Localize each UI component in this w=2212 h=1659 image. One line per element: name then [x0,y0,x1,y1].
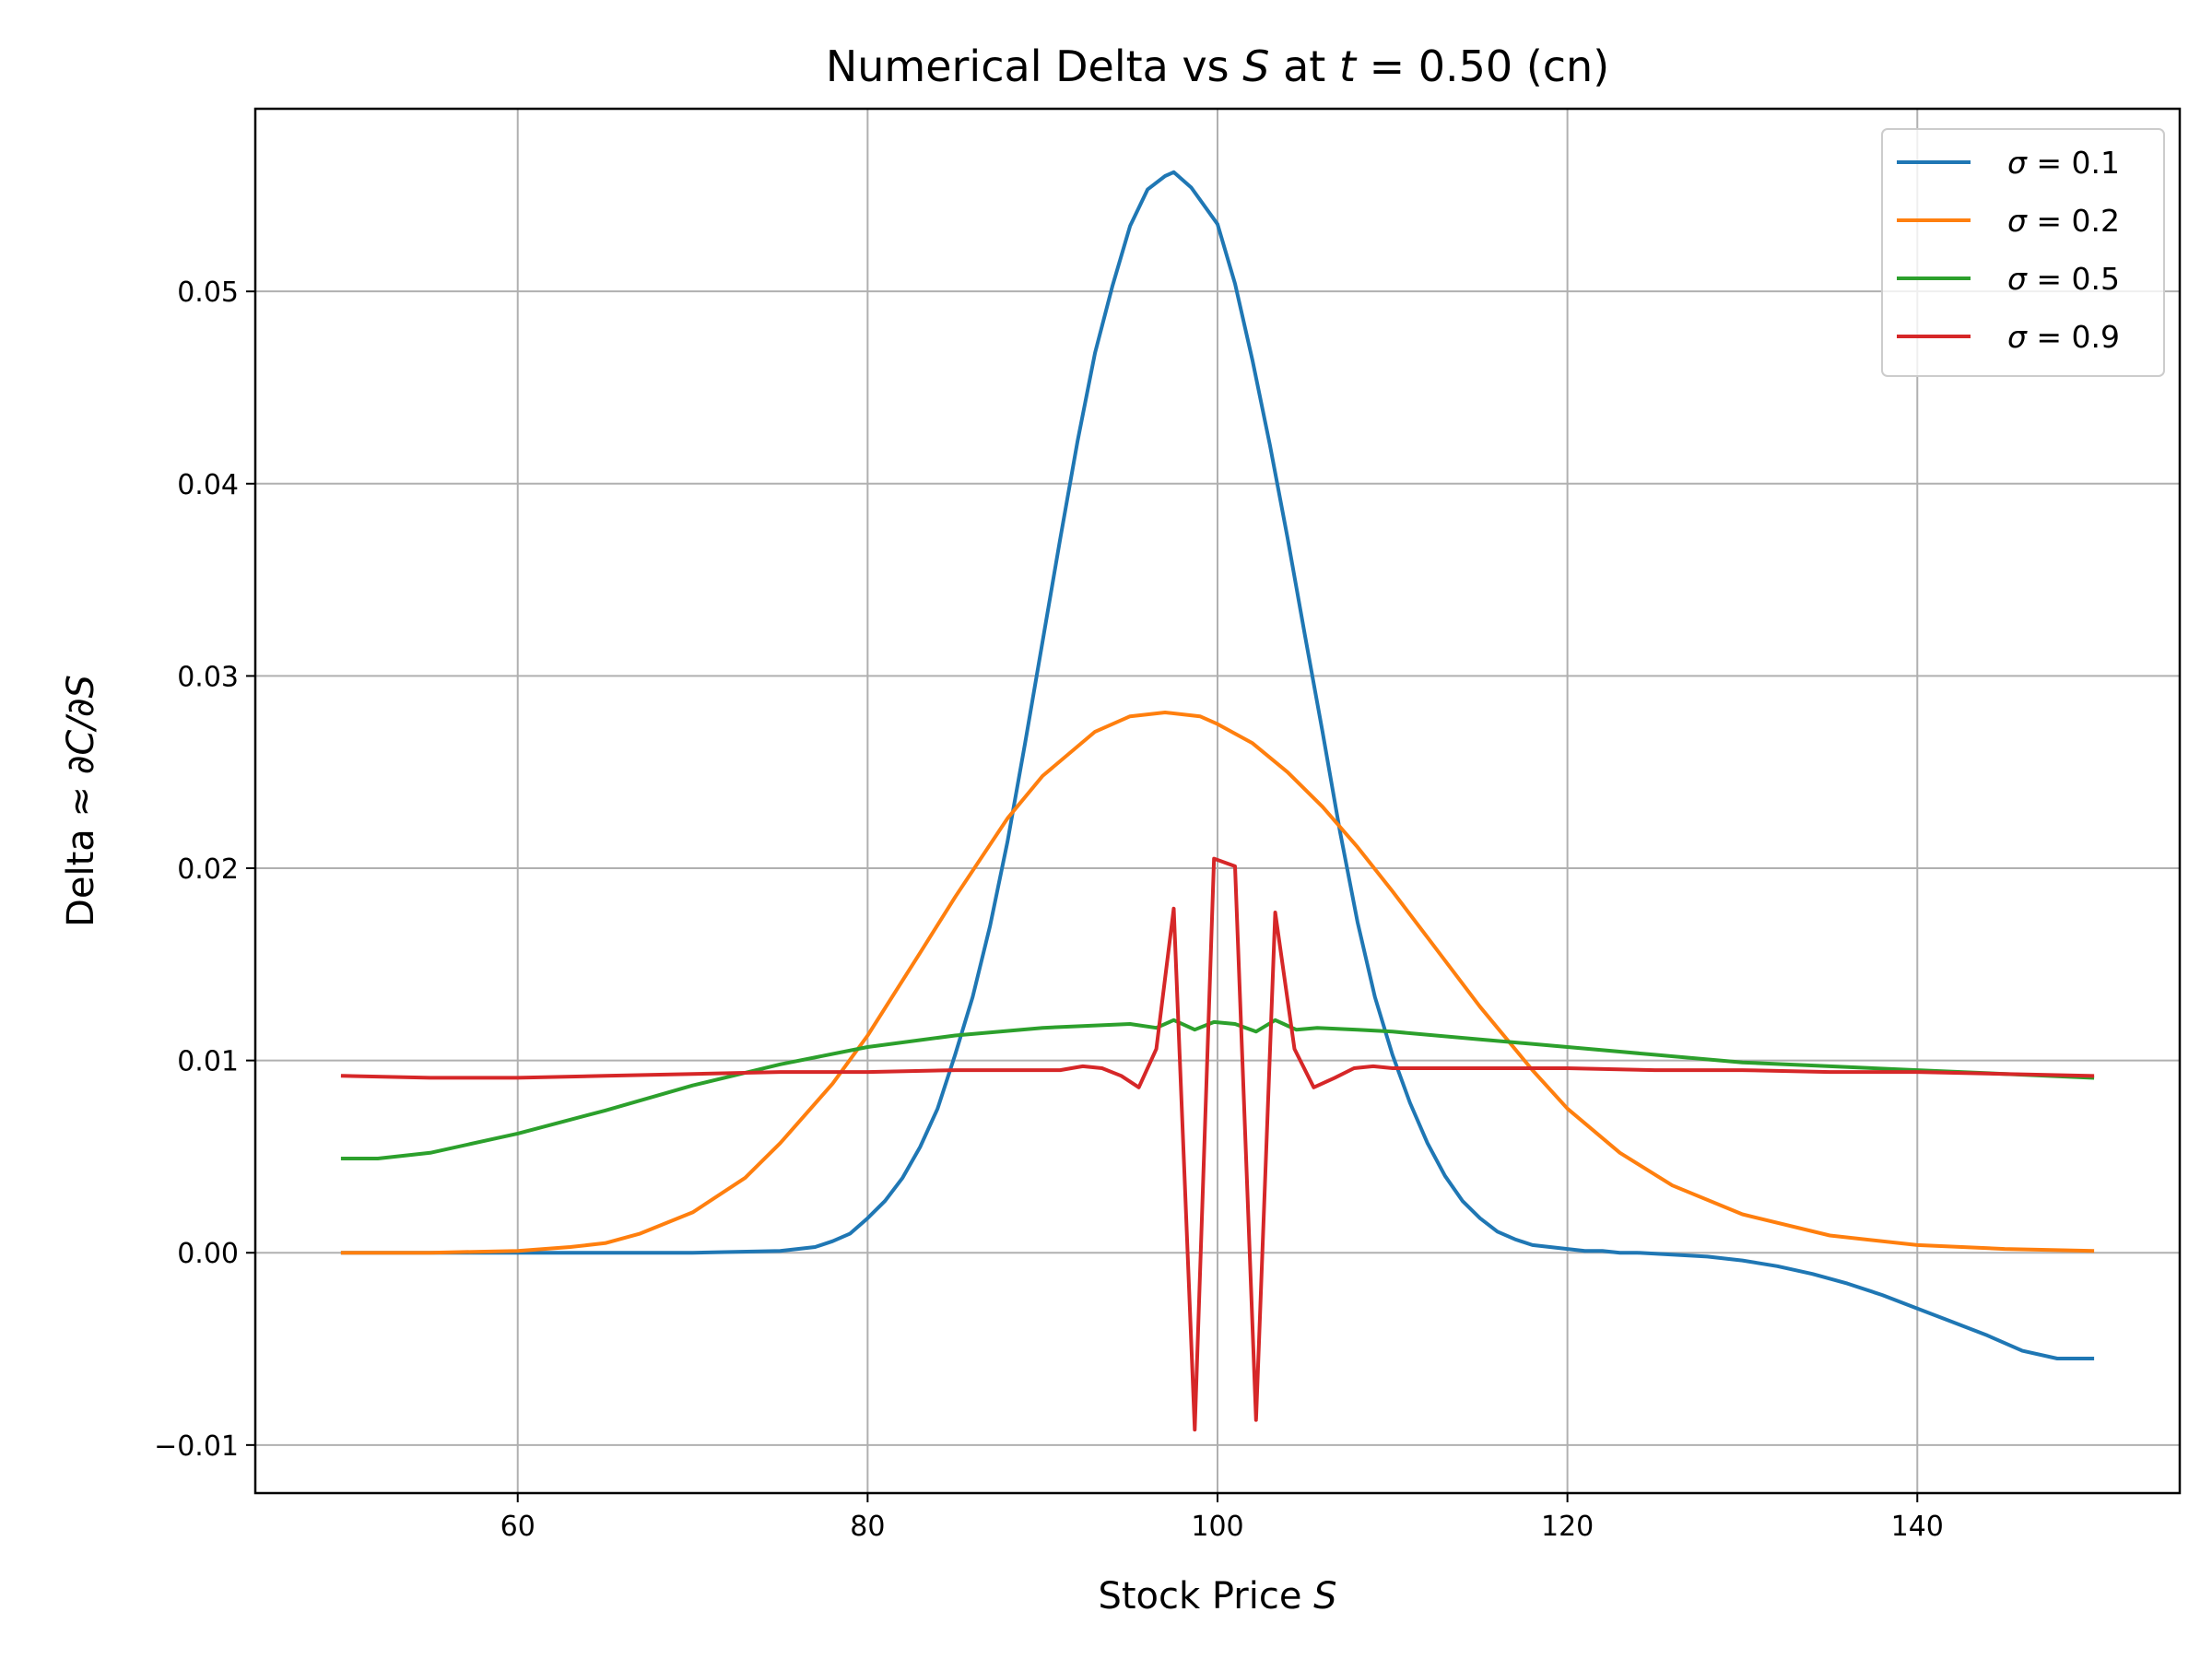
axis-ticks: 60 80 100 120 140 −0.01 0.00 0.01 0.02 0.03 0.04 0.… [154,276,1944,1543]
title-t: t [1339,41,1358,91]
y-tick-label: 0.01 [177,1046,239,1078]
legend-sigma-symbol: σ [2007,319,2028,355]
series-line-3 [340,1018,2095,1160]
legend-sigma-value: = 0.2 [2027,203,2120,239]
y-tick-label: −0.01 [154,1430,239,1463]
y-axis-label-italic: ∂C/∂S [60,675,102,774]
legend-label-3: σ = 0.5 [2007,261,2120,297]
title-mid: at [1269,41,1338,91]
x-tick-label: 140 [1891,1511,1944,1543]
chart-title: Numerical Delta vs S at t = 0.50 (cn) [826,41,1609,91]
legend-box [1881,128,2165,377]
y-axis-label-text: Delta ≈ [60,774,102,927]
x-tick-label: 60 [500,1511,535,1543]
title-prefix: Numerical Delta vs [826,41,1242,91]
legend-sigma-value: = 0.9 [2027,319,2120,355]
y-tick-label: 0.02 [177,853,239,886]
legend-sigma-value: = 0.1 [2027,145,2120,181]
series-line-4 [340,856,2095,1432]
y-axis-label: Delta ≈ ∂C/∂S [60,675,102,927]
legend-sigma-symbol: σ [2007,145,2028,181]
title-suffix: = 0.50 (cn) [1356,41,1609,91]
legend-sigma-symbol: σ [2007,261,2028,297]
legend-sigma-symbol: σ [2007,203,2028,239]
x-axis-label: Stock Price S [1098,1575,1336,1618]
x-axis-label-italic: S [1313,1575,1336,1618]
y-tick-label: 0.00 [177,1238,239,1270]
x-axis-label-text: Stock Price [1098,1575,1313,1618]
x-tick-label: 80 [850,1511,885,1543]
title-s: S [1242,41,1269,91]
series-layer [340,170,2095,1432]
series-line-1 [340,170,2095,1360]
legend-label-2: σ = 0.2 [2007,203,2120,239]
y-tick-label: 0.04 [177,469,239,501]
legend: σ = 0.1σ = 0.2σ = 0.5σ = 0.9 [1881,128,2165,377]
x-tick-label: 100 [1191,1511,1243,1543]
series-line-2 [340,711,2095,1255]
legend-sigma-value: = 0.5 [2027,261,2120,297]
y-tick-label: 0.03 [177,661,239,693]
legend-label-1: σ = 0.1 [2007,145,2120,181]
y-tick-label: 0.05 [177,276,239,309]
legend-label-4: σ = 0.9 [2007,319,2120,355]
x-tick-label: 120 [1541,1511,1594,1543]
